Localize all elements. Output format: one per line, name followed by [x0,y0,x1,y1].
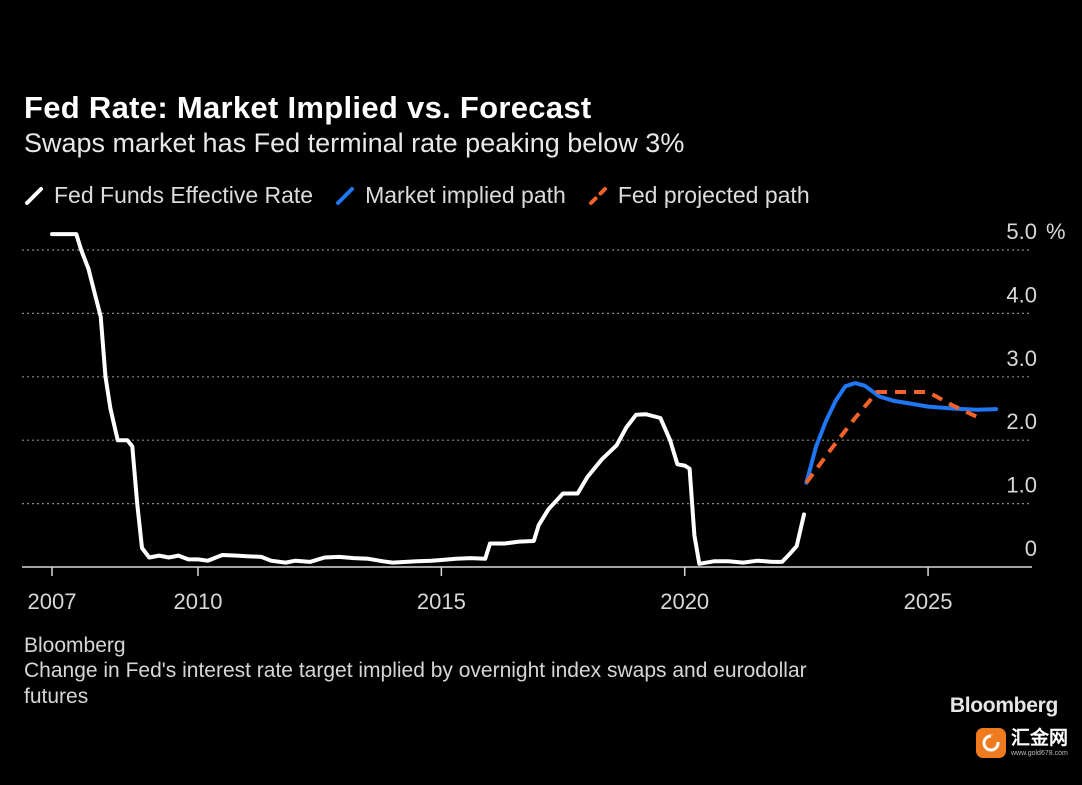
watermark-name: 汇金网 [1010,728,1068,749]
legend-item-fed-funds: Fed Funds Effective Rate [24,182,313,209]
watermark-url: www.gold678.com [1010,750,1068,757]
legend-label: Fed projected path [617,182,810,208]
chart-plot: 0 1.0 2.0 3.0 4.0 5.0 % 2007 2010 2015 2020 2025 [22,219,1066,614]
legend: Fed Funds Effective Rate Market implied … [24,182,832,209]
bloomberg-logo: Bloomberg [949,694,1058,717]
footnote: Change in Fed's interest rate target imp… [24,659,807,708]
legend-label: Market implied path [365,182,566,208]
legend-swatch-white [25,186,43,205]
y-tick-label: 4.0 [1006,282,1037,307]
legend-item-market-implied: Market implied path [335,182,566,209]
y-unit-label: % [1046,219,1066,244]
y-tick-label: 5.0 [1006,219,1037,244]
watermark: 汇金网 www.gold678.com [975,728,1068,758]
chart-subtitle: Swaps market has Fed terminal rate peaki… [24,128,685,158]
y-tick-label: 2.0 [1006,409,1037,434]
x-tick-label: 2025 [904,589,953,614]
chart-title: Fed Rate: Market Implied vs. Forecast [24,90,592,125]
legend-swatch-orange-dashed [588,186,607,205]
series-line-2 [804,381,999,485]
source-label: Bloomberg [24,634,126,657]
y-tick-label: 0 [1025,536,1037,561]
x-tick-label: 2020 [660,589,709,614]
legend-label: Fed Funds Effective Rate [54,182,314,208]
series-line-3 [804,390,978,484]
watermark-logo-icon [975,728,1006,758]
series-line-1 [50,232,806,566]
x-tick-label: 2015 [417,589,466,614]
y-tick-label: 1.0 [1006,473,1037,498]
x-tick-label: 2010 [174,589,223,614]
x-tick-label: 2007 [28,589,77,614]
y-tick-label: 3.0 [1006,346,1037,371]
legend-item-fed-projected: Fed projected path [588,182,810,209]
legend-swatch-blue [336,186,355,205]
